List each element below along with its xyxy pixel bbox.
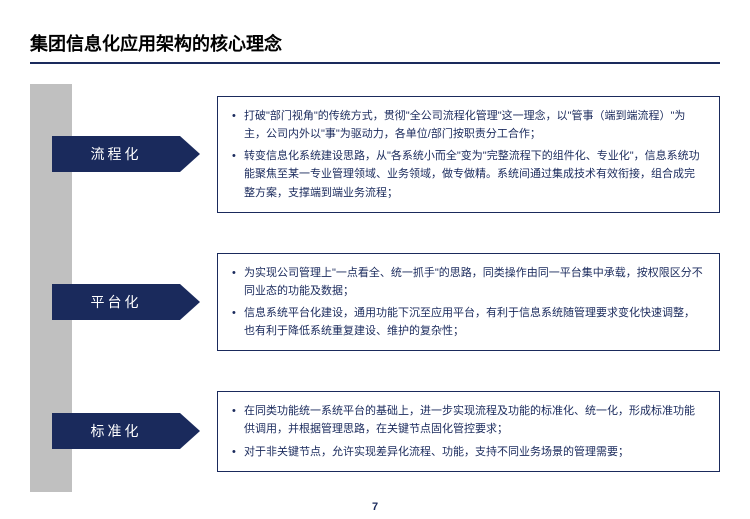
- text-box: 为实现公司管理上"一点看全、统一抓手"的思路，同类操作由同一平台集中承载，按权限…: [217, 253, 720, 352]
- arrow-head-icon: [180, 284, 200, 320]
- arrow-label: 流程化: [52, 136, 202, 172]
- arrow-head-icon: [180, 413, 200, 449]
- bullet-item: 信息系统平台化建设，通用功能下沉至应用平台，有利于信息系统随管理要求变化快速调整…: [232, 304, 705, 340]
- text-box: 打破"部门视角"的传统方式，贯彻"全公司流程化管理"这一理念，以"管事（端到端流…: [217, 96, 720, 213]
- bullet-item: 转变信息化系统建设思路，从"各系统小而全"变为"完整流程下的组件化、专业化"，信…: [232, 147, 705, 201]
- arrow-head-icon: [180, 136, 200, 172]
- arrow-body: 平台化: [52, 284, 180, 320]
- page-number: 7: [0, 501, 750, 513]
- content-area: 流程化 打破"部门视角"的传统方式，贯彻"全公司流程化管理"这一理念，以"管事（…: [30, 84, 720, 492]
- rows-container: 流程化 打破"部门视角"的传统方式，贯彻"全公司流程化管理"这一理念，以"管事（…: [72, 84, 720, 492]
- section-row: 流程化 打破"部门视角"的传统方式，贯彻"全公司流程化管理"这一理念，以"管事（…: [72, 96, 720, 213]
- arrow-body: 标准化: [52, 413, 180, 449]
- section-label: 流程化: [91, 144, 142, 164]
- section-label: 标准化: [91, 421, 142, 441]
- title-underline: [30, 62, 720, 64]
- page-title: 集团信息化应用架构的核心理念: [30, 30, 720, 56]
- arrow-label: 标准化: [52, 413, 202, 449]
- bullet-item: 为实现公司管理上"一点看全、统一抓手"的思路，同类操作由同一平台集中承载，按权限…: [232, 264, 705, 300]
- text-box: 在同类功能统一系统平台的基础上，进一步实现流程及功能的标准化、统一化，形成标准功…: [217, 391, 720, 471]
- section-row: 平台化 为实现公司管理上"一点看全、统一抓手"的思路，同类操作由同一平台集中承载…: [72, 253, 720, 352]
- bullet-item: 对于非关键节点，允许实现差异化流程、功能，支持不同业务场景的管理需要；: [232, 443, 705, 461]
- arrow-body: 流程化: [52, 136, 180, 172]
- arrow-label: 平台化: [52, 284, 202, 320]
- bullet-item: 在同类功能统一系统平台的基础上，进一步实现流程及功能的标准化、统一化，形成标准功…: [232, 402, 705, 438]
- slide: 集团信息化应用架构的核心理念 流程化 打破"部门视角"的传统方式，贯彻"全公司流…: [0, 0, 750, 519]
- bullet-item: 打破"部门视角"的传统方式，贯彻"全公司流程化管理"这一理念，以"管事（端到端流…: [232, 107, 705, 143]
- section-row: 标准化 在同类功能统一系统平台的基础上，进一步实现流程及功能的标准化、统一化，形…: [72, 391, 720, 471]
- section-label: 平台化: [91, 292, 142, 312]
